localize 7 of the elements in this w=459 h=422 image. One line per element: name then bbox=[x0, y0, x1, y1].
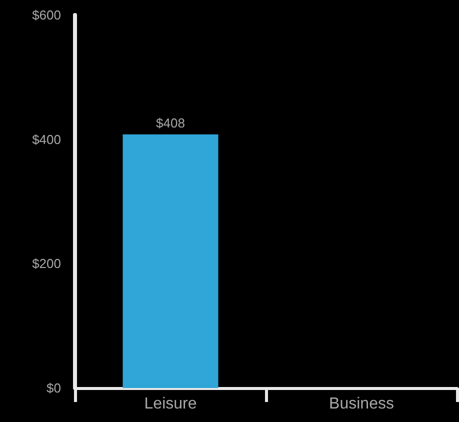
data-label: $408 bbox=[156, 115, 185, 130]
x-tick-label: Business bbox=[329, 396, 394, 412]
y-tick-label: $200 bbox=[32, 256, 61, 272]
y-tick-label: $600 bbox=[32, 8, 61, 22]
x-tick-label: Leisure bbox=[144, 396, 197, 412]
y-tick-label: $400 bbox=[32, 132, 61, 147]
y-tick-label: $0 bbox=[46, 380, 61, 396]
